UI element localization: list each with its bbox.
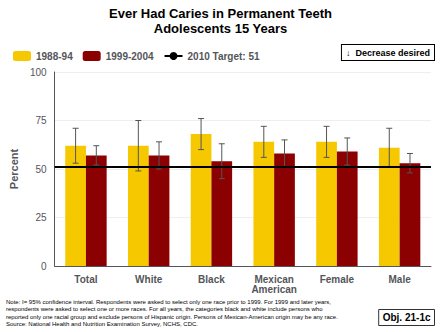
svg-text:Black: Black [198, 274, 225, 285]
svg-text:American: American [251, 284, 297, 295]
svg-text:Ever Had Caries in Permanent T: Ever Had Caries in Permanent Teeth [109, 6, 332, 21]
svg-text:100: 100 [30, 67, 47, 78]
svg-text:75: 75 [35, 115, 47, 126]
svg-text:↓ Decrease desired: ↓ Decrease desired [346, 48, 430, 58]
svg-text:respondents were asked to sele: respondents were asked to select one or … [6, 306, 323, 312]
svg-text:Obj. 21-1c: Obj. 21-1c [383, 312, 431, 323]
svg-text:Total: Total [74, 274, 97, 285]
svg-text:50: 50 [35, 164, 47, 175]
svg-text:25: 25 [35, 212, 47, 223]
svg-text:Note: I= 95% confidence interv: Note: I= 95% confidence interval. Respon… [6, 299, 331, 305]
svg-text:1999-2004: 1999-2004 [106, 51, 154, 62]
svg-text:Male: Male [389, 274, 412, 285]
svg-text:Mexican: Mexican [254, 273, 294, 285]
svg-text:Source: National Health and Nu: Source: National Health and Nutrition Ex… [6, 321, 198, 327]
svg-text:reported only one racial group: reported only one racial group and exclu… [6, 314, 338, 320]
svg-text:1988-94: 1988-94 [36, 51, 73, 62]
svg-text:0: 0 [41, 261, 47, 272]
svg-text:Percent: Percent [8, 148, 20, 189]
svg-text:Adolescents 15 Years: Adolescents 15 Years [154, 21, 287, 36]
svg-text:White: White [135, 274, 163, 285]
svg-text:2010 Target: 51: 2010 Target: 51 [188, 51, 261, 62]
svg-text:Female: Female [320, 274, 355, 285]
